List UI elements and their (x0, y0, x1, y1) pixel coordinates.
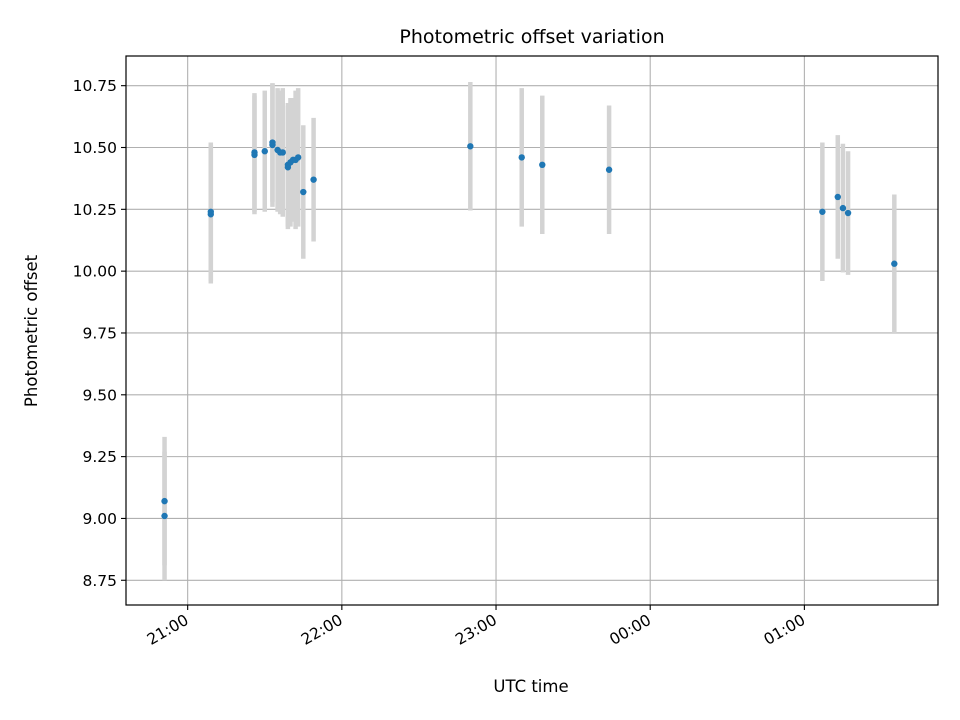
data-point (844, 209, 852, 217)
x-axis-title: UTC time (493, 677, 568, 696)
data-point (207, 208, 214, 215)
y-axis: 8.75 9.00 9.25 9.50 9.75 10.00 10.25 10.50 10.75 (73, 77, 126, 590)
data-point (467, 143, 474, 150)
y-tick-label: 9.50 (82, 386, 117, 404)
data-point (834, 193, 841, 201)
y-tick-label: 10.75 (73, 77, 117, 95)
plot-frame (125, 55, 939, 606)
y-axis-title: Photometric offset (22, 254, 41, 407)
data-point (539, 161, 546, 169)
data-point (310, 176, 317, 183)
data-point (518, 154, 525, 161)
data-points (161, 139, 898, 520)
y-tick-label: 10.25 (73, 201, 117, 219)
data-point (161, 497, 168, 505)
data-point (839, 204, 847, 212)
data-point (269, 139, 276, 146)
data-point (261, 148, 268, 155)
data-point (605, 166, 613, 173)
chart-title: Photometric offset variation (399, 26, 664, 48)
y-tick-label: 10.00 (73, 263, 117, 281)
data-point (284, 164, 292, 171)
data-point (279, 149, 286, 156)
data-point (891, 260, 898, 267)
y-tick-label: 10.50 (73, 139, 117, 157)
y-tick-label: 8.75 (82, 572, 117, 590)
data-point (300, 188, 307, 196)
y-tick-label: 9.00 (82, 510, 117, 528)
y-tick-label: 9.25 (82, 448, 117, 466)
data-point (819, 208, 826, 215)
data-point (251, 151, 258, 159)
data-point (161, 512, 168, 520)
data-point (294, 154, 302, 161)
grid (126, 56, 938, 605)
y-tick-label: 9.75 (82, 324, 117, 342)
